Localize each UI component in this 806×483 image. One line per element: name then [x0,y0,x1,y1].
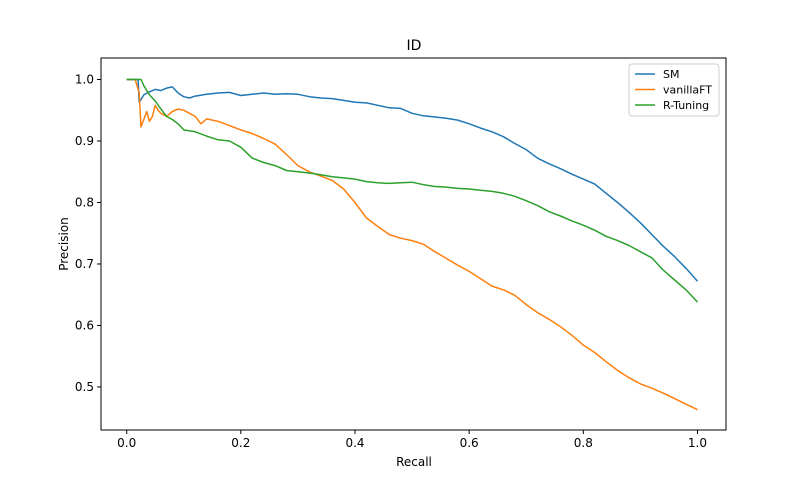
chart-title: ID [407,38,422,54]
y-tick-label: 0.7 [75,257,94,271]
series-line-vanillaft [126,78,698,411]
plot-area-frame [100,57,727,431]
series-layer [126,78,699,411]
y-tick-label: 0.6 [75,318,94,332]
x-tick-label: 0.4 [345,436,364,450]
x-tick-label: 0.2 [231,436,250,450]
x-axis-title: Recall [396,455,432,469]
legend-label-vanillaft: vanillaFT [663,84,712,97]
series-line-r-tuning [126,78,699,303]
x-tick-label: 1.0 [688,436,707,450]
y-tick-label: 0.9 [75,134,94,148]
y-tick-label: 0.8 [75,195,94,209]
legend-label-r-tuning: R-Tuning [663,99,709,112]
x-tick-label: 0.0 [117,436,136,450]
legend: SM vanillaFT R-Tuning [628,63,720,117]
y-axis-title: Precision [57,217,71,271]
legend-box [628,63,720,117]
y-tick-label: 1.0 [75,73,94,87]
x-tick-label: 0.8 [574,436,593,450]
x-axis: 0.0 0.2 0.4 0.6 0.8 1.0 [117,430,707,450]
legend-label-sm: SM [663,68,679,81]
x-tick-label: 0.6 [460,436,479,450]
series-line-sm [126,78,699,282]
y-axis: 0.5 0.6 0.7 0.8 0.9 1.0 [75,73,101,394]
y-tick-label: 0.5 [75,380,94,394]
